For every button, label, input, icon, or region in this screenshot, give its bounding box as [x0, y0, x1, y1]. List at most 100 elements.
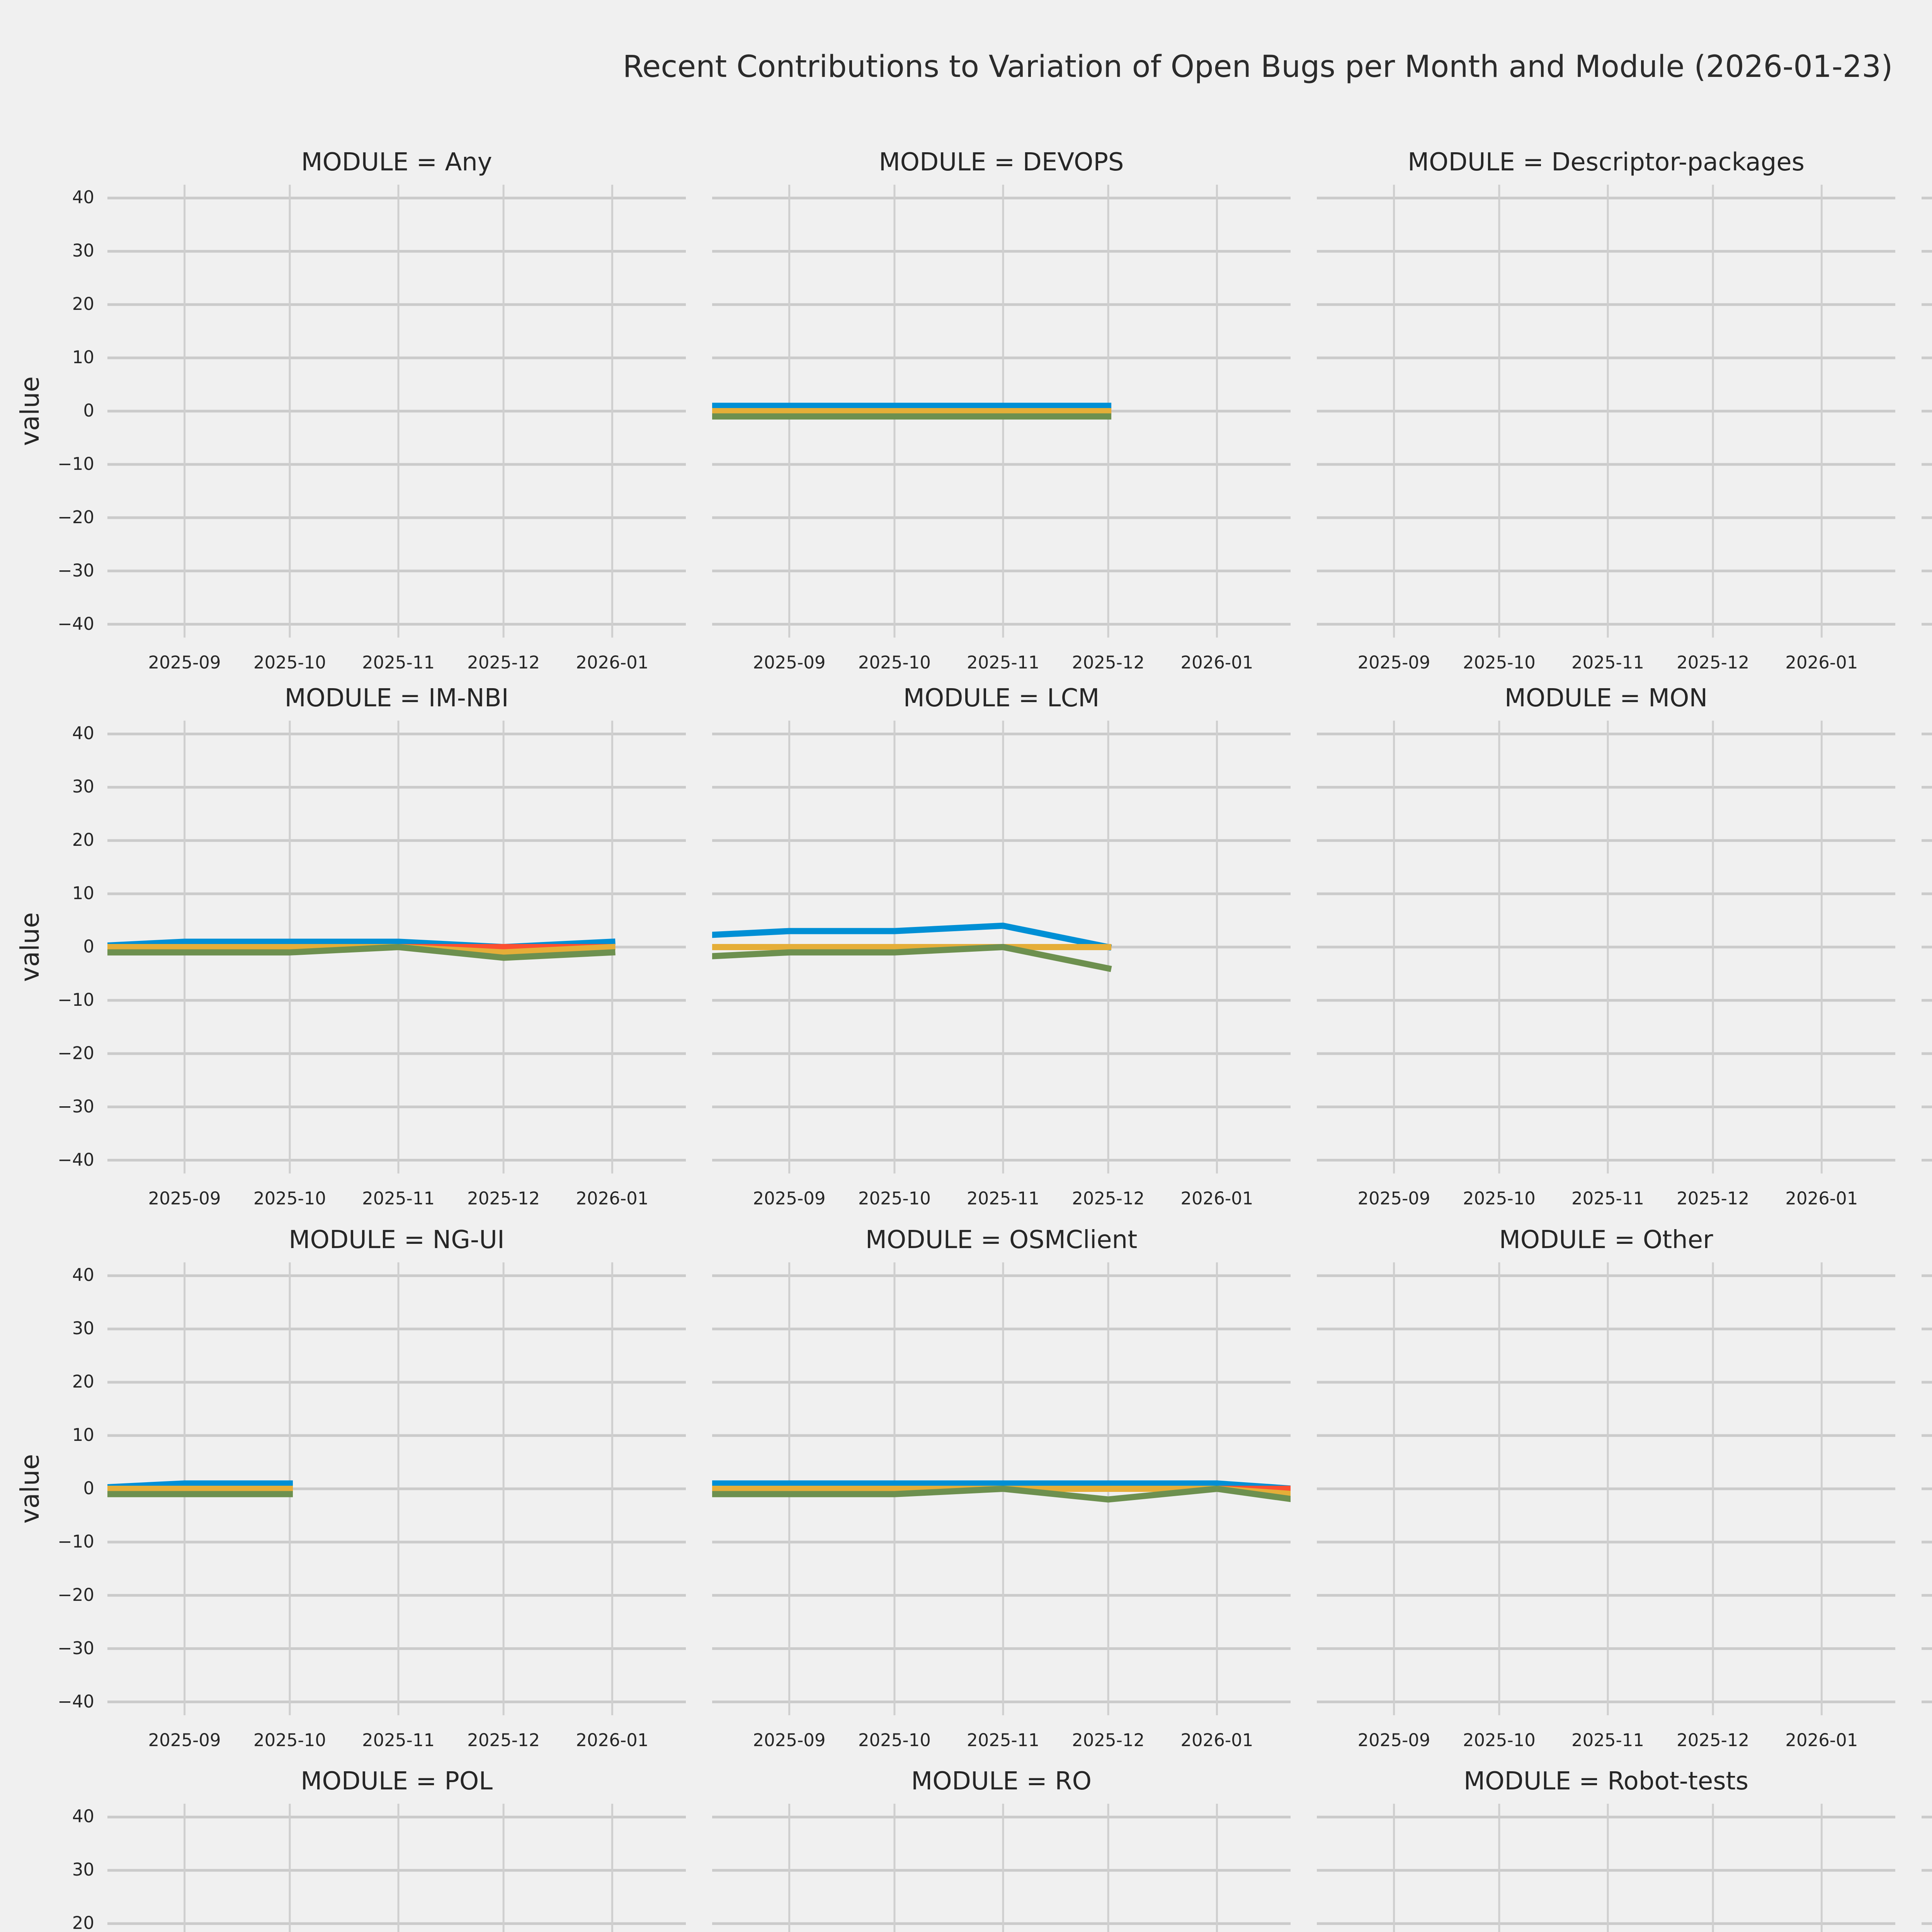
y-tick-label: 30	[72, 776, 94, 797]
x-tick-label: 2025-11	[362, 1188, 435, 1209]
facet-title: MODULE = RO	[911, 1767, 1092, 1796]
facet-plot-area	[1922, 197, 1932, 626]
x-tick-label: 2025-11	[966, 1188, 1039, 1209]
y-tick-label: −10	[58, 1531, 94, 1552]
y-tick-label: 30	[72, 1318, 94, 1339]
chart-title: Recent Contributions to Variation of Ope…	[622, 49, 1893, 84]
y-tick-label: −10	[58, 989, 94, 1010]
x-tick-label: 2025-12	[1677, 1188, 1750, 1209]
facet-title: MODULE = Other	[1499, 1226, 1713, 1254]
series-line-closed	[712, 1486, 1291, 1503]
x-tick-label: 2025-09	[1357, 1188, 1430, 1209]
y-tick-label: 40	[72, 1265, 94, 1286]
x-tick-label: 2026-01	[1785, 1188, 1858, 1209]
facet-title: MODULE = Robot-tests	[1463, 1767, 1749, 1796]
series-line-closed	[712, 944, 1112, 972]
facet-plot-area	[107, 1804, 686, 1932]
y-tick-label: 0	[83, 400, 94, 421]
y-tick-label: 10	[72, 1425, 94, 1446]
y-tick-label: −20	[58, 1584, 94, 1605]
facet-plot-area	[712, 185, 1291, 638]
y-tick-label: 20	[72, 830, 94, 850]
x-tick-label: 2026-01	[1180, 1188, 1253, 1209]
facet-title: MODULE = POL	[301, 1767, 493, 1796]
x-tick-label: 2025-10	[1463, 652, 1536, 673]
x-tick-label: 2025-11	[1571, 1188, 1644, 1209]
x-tick-label: 2025-12	[1677, 1730, 1750, 1750]
x-tick-label: 2025-09	[148, 652, 221, 673]
x-tick-label: 2026-01	[1180, 1730, 1253, 1750]
x-tick-label: 2025-09	[753, 652, 826, 673]
x-tick-label: 2025-11	[362, 1730, 435, 1750]
facet-plot-area	[712, 1262, 1291, 1715]
x-tick-label: 2025-11	[362, 652, 435, 673]
facet-plot-area	[712, 1804, 1291, 1932]
y-tick-label: 0	[83, 936, 94, 957]
y-tick-label: −40	[58, 613, 94, 634]
facet-title: MODULE = Descriptor-packages	[1407, 148, 1805, 177]
x-tick-label: 2025-10	[253, 652, 326, 673]
x-tick-label: 2026-01	[1785, 1730, 1858, 1750]
y-tick-label: 20	[72, 1913, 94, 1932]
facet-plot-area	[107, 185, 686, 638]
series-line-closed	[107, 944, 616, 961]
x-tick-label: 2025-10	[858, 1188, 931, 1209]
y-axis-label: value	[15, 912, 45, 982]
y-tick-label: −40	[58, 1691, 94, 1712]
y-axis-label: value	[15, 1454, 45, 1524]
x-tick-label: 2025-12	[467, 652, 540, 673]
facet-title: MODULE = MON	[1504, 684, 1708, 713]
facet-title: MODULE = Any	[301, 148, 492, 177]
x-tick-label: 2025-12	[1072, 1188, 1145, 1209]
y-tick-label: 40	[72, 723, 94, 744]
x-tick-label: 2025-12	[1072, 1730, 1145, 1750]
y-tick-label: 30	[72, 1859, 94, 1880]
x-tick-label: 2025-10	[253, 1188, 326, 1209]
facet-plot-area	[712, 721, 1291, 1173]
x-tick-label: 2025-12	[467, 1730, 540, 1750]
facet-title: MODULE = DEVOPS	[879, 148, 1124, 177]
x-tick-label: 2025-09	[753, 1188, 826, 1209]
y-tick-label: 40	[72, 187, 94, 208]
facet-title: MODULE = Documentation / Wiki	[1922, 146, 1932, 179]
x-tick-label: 2025-09	[1357, 1730, 1430, 1750]
x-tick-label: 2025-10	[858, 1730, 931, 1750]
x-tick-label: 2025-11	[1571, 652, 1644, 673]
x-tick-label: 2025-09	[753, 1730, 826, 1750]
y-tick-label: 40	[72, 1806, 94, 1827]
x-tick-label: 2025-12	[467, 1188, 540, 1209]
x-tick-label: 2025-10	[253, 1730, 326, 1750]
x-tick-label: 2026-01	[576, 1188, 649, 1209]
x-tick-label: 2026-01	[576, 652, 649, 673]
y-tick-label: 20	[72, 294, 94, 315]
y-tick-label: −40	[58, 1149, 94, 1170]
y-tick-label: 30	[72, 240, 94, 261]
facet-plot-area	[1922, 1816, 1932, 1925]
x-tick-label: 2026-01	[576, 1730, 649, 1750]
facet-plot-area	[1317, 721, 1895, 1173]
facet-title: MODULE = IM-NBI	[284, 684, 509, 713]
y-tick-label: 20	[72, 1371, 94, 1392]
facet-title: MODULE = NG-UI	[289, 1226, 505, 1254]
x-tick-label: 2025-10	[858, 652, 931, 673]
x-tick-label: 2025-10	[1463, 1188, 1536, 1209]
x-tick-label: 2025-09	[148, 1188, 221, 1209]
facet-plot-area	[1317, 1262, 1895, 1715]
x-tick-label: 2025-11	[966, 1730, 1039, 1750]
y-tick-label: −30	[58, 1096, 94, 1117]
y-tick-label: 10	[72, 347, 94, 368]
x-tick-label: 2025-10	[1463, 1730, 1536, 1750]
x-tick-label: 2025-09	[1357, 652, 1430, 673]
facet-plot-area	[1317, 185, 1895, 638]
facet-title: MODULE = PLA	[1922, 1224, 1932, 1256]
facet-plot-area	[107, 1262, 686, 1715]
facet-title: MODULE = N2VC	[1922, 682, 1932, 714]
facet-title: MODULE = Unknown	[1922, 1765, 1932, 1798]
y-tick-label: −20	[58, 507, 94, 527]
x-tick-label: 2026-01	[1785, 652, 1858, 673]
x-tick-label: 2026-01	[1180, 652, 1253, 673]
x-tick-label: 2025-09	[148, 1730, 221, 1750]
series-line-opened	[712, 1480, 1291, 1492]
facet-plot-area	[1922, 1274, 1932, 1703]
x-tick-label: 2025-12	[1072, 652, 1145, 673]
